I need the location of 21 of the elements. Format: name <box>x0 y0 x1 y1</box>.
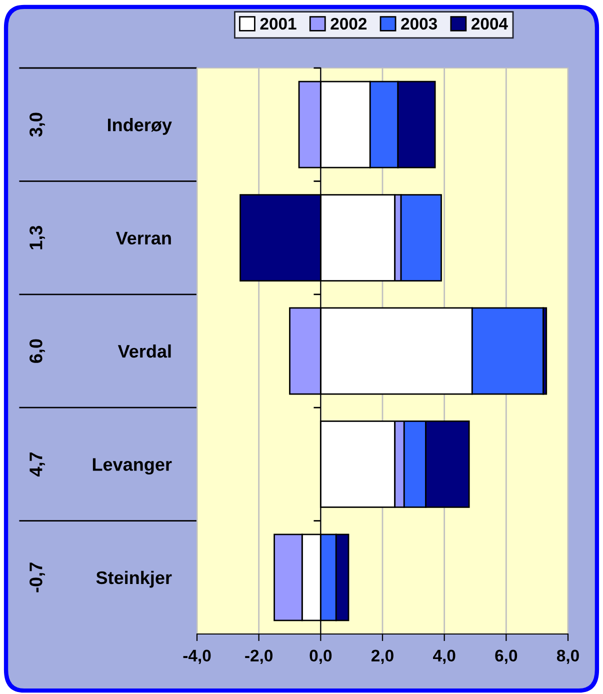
text: -0,7 <box>30 562 45 592</box>
x-tick-label: 6,0 <box>495 650 518 664</box>
x-tick-label: 4,0 <box>433 650 456 664</box>
x-tick-label: 8,0 <box>556 650 579 664</box>
y-tick-label: Steinkjer <box>96 570 172 588</box>
x-tick-label: -2,0 <box>245 650 273 664</box>
text: 1,3 <box>30 226 45 250</box>
y-tick-label: Verran <box>116 232 171 245</box>
y-tick-label: Verdal <box>118 344 171 358</box>
text: 4,7 <box>30 452 45 476</box>
text: 3,0 <box>30 112 45 137</box>
x-tick-label: 2,0 <box>371 650 394 664</box>
y-tick-label: Inderøy <box>108 118 172 135</box>
text: 6,0 <box>30 339 45 363</box>
legend-label: 2003 <box>401 18 437 30</box>
y-tick-label: Levanger <box>92 458 172 475</box>
x-tick-label: 0,0 <box>310 650 332 664</box>
legend-label: 2002 <box>330 18 367 30</box>
legend-label: 2001 <box>260 18 296 30</box>
legend-label: 2004 <box>472 18 508 30</box>
x-tick-label: -4,0 <box>183 650 211 664</box>
